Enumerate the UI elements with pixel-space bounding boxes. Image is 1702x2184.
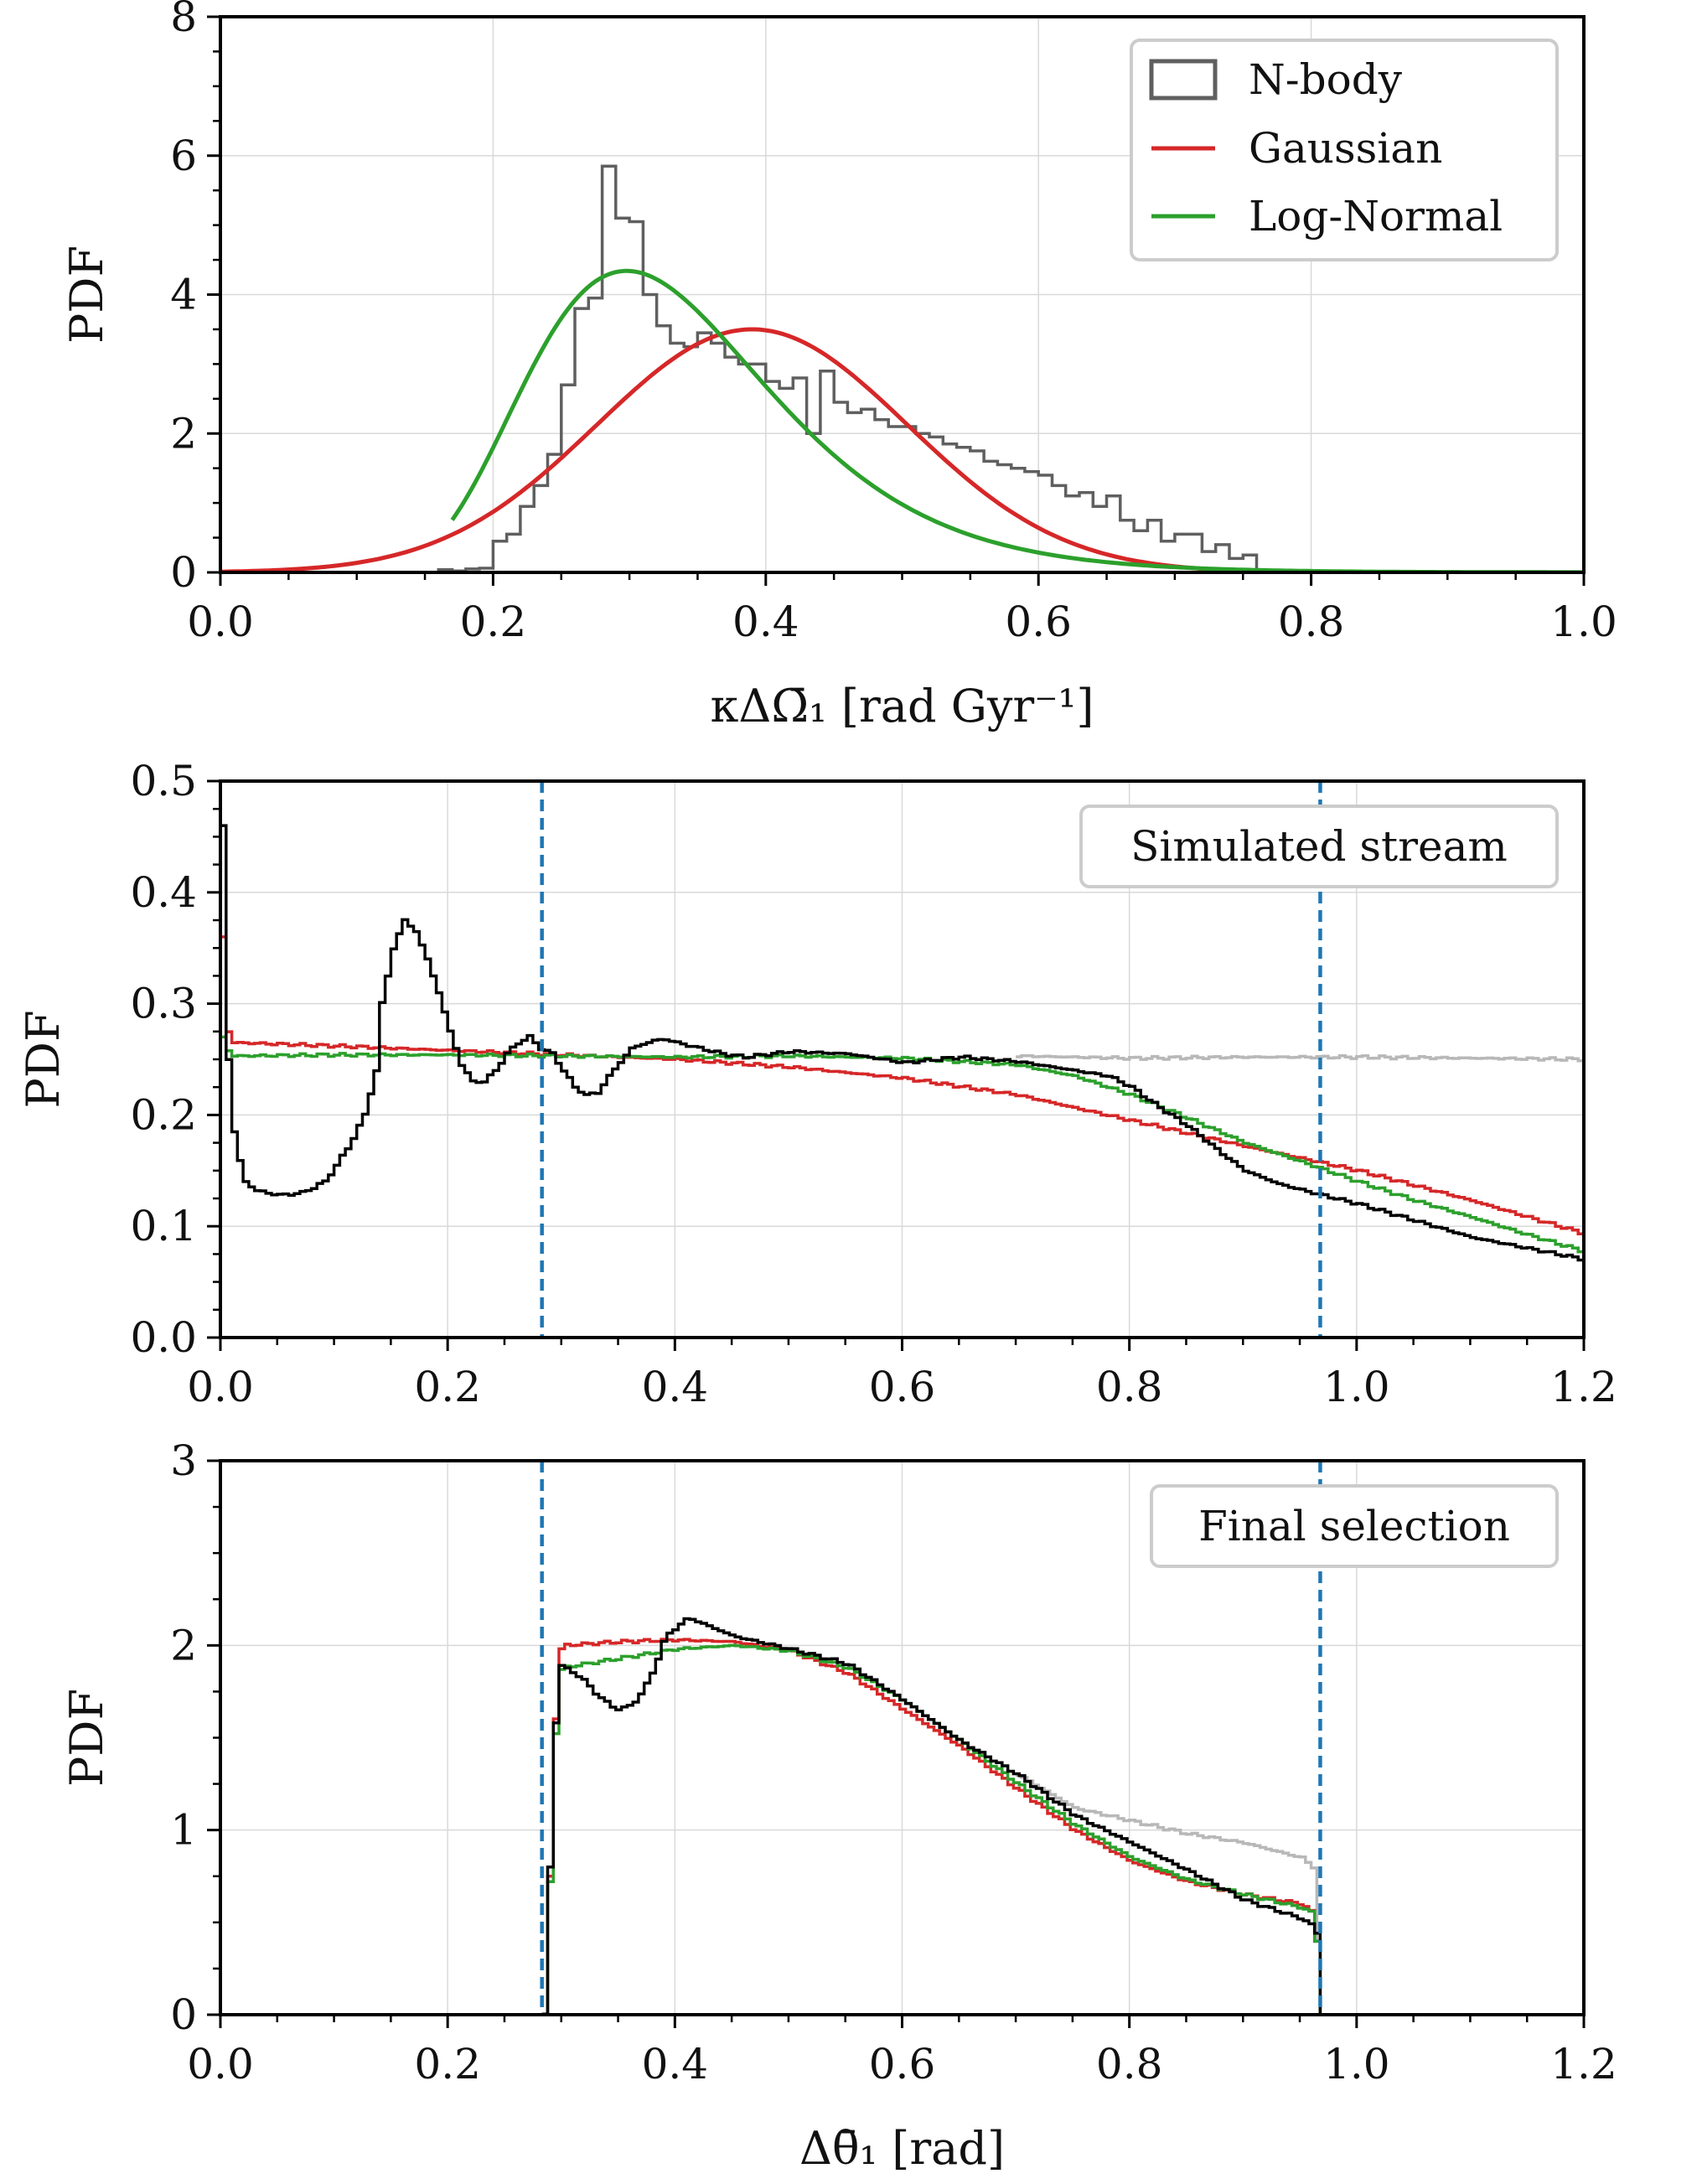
y-tick-label: 2 <box>170 409 197 458</box>
plot-area <box>220 824 1584 1262</box>
annotation: Simulated stream <box>1079 805 1559 888</box>
legend-entry: Log-Normal <box>1249 192 1503 241</box>
gaussian-curve <box>220 327 1584 572</box>
x-tick-label: 1.0 <box>1550 598 1617 646</box>
y-tick-label: 2 <box>170 1621 197 1669</box>
x-axis-label: Δθ̄₁ [rad] <box>799 2122 1005 2175</box>
series-red-bottom <box>541 1638 1322 2015</box>
series-green-middle <box>220 1035 1584 1254</box>
y-tick-label: 0 <box>170 1990 197 2039</box>
plot-area <box>541 1617 1322 2015</box>
lognormal-curve <box>450 268 1581 572</box>
legend-entry: N-body <box>1249 55 1403 104</box>
panel-middle: 0.0 0.2 0.4 0.6 0.8 1.0 1.2 0.0 0.1 0.2 0.3 0.4 0.5 P… <box>17 757 1617 1411</box>
y-tick-label: 6 <box>170 132 197 180</box>
ticks: 0.0 0.2 0.4 0.6 0.8 1.0 1.2 0.0 0.1 0.2 0.3 0.4 0.5 <box>130 757 1617 1411</box>
x-tick-label: 0.8 <box>1096 2040 1163 2088</box>
legend-entry: Gaussian <box>1249 124 1442 173</box>
x-tick-label: 0.2 <box>414 2040 481 2088</box>
y-axis-label: PDF <box>17 1010 70 1108</box>
annotation-box <box>1150 1484 1559 1568</box>
x-tick-label: 1.2 <box>1550 2040 1617 2088</box>
x-tick-label: 0.4 <box>642 2040 709 2088</box>
y-tick-label: 0.1 <box>130 1202 197 1250</box>
x-tick-label: 1.2 <box>1550 1363 1617 1411</box>
x-tick-label: 1.0 <box>1323 1363 1390 1411</box>
series-gray-middle <box>1016 1053 1584 1063</box>
y-axis-label: PDF <box>60 246 113 344</box>
nbody-histogram <box>437 164 1259 572</box>
x-tick-label: 0.8 <box>1278 598 1345 646</box>
annotation: Final selection <box>1150 1484 1559 1568</box>
y-tick-label: 4 <box>170 271 197 319</box>
panel-bottom: 0.0 0.2 0.4 0.6 0.8 1.0 1.2 0 1 2 3 PDF Δθ̄₁ [rad] Fi… <box>60 1436 1617 2175</box>
annotation-text: Final selection <box>1198 1502 1510 1550</box>
legend-box <box>1130 39 1559 261</box>
panel-top: 0.0 0.2 0.4 0.6 0.8 1.0 0 2 4 6 8 PDF κΔΩ̄₁ [rad Gyr… <box>60 0 1617 732</box>
series-red-middle <box>220 935 1584 1236</box>
legend: N-body Gaussian Log-Normal <box>1130 39 1559 261</box>
x-tick-label: 0.4 <box>642 1363 709 1411</box>
x-tick-label: 0.6 <box>869 2040 936 2088</box>
y-tick-label: 0.5 <box>130 757 197 805</box>
ticks: 0.0 0.2 0.4 0.6 0.8 1.0 1.2 0 1 2 3 <box>170 1436 1617 2088</box>
x-tick-label: 0.0 <box>187 598 254 646</box>
x-tick-label: 1.0 <box>1323 2040 1390 2088</box>
y-tick-label: 1 <box>170 1806 197 1855</box>
y-tick-label: 0 <box>170 548 197 597</box>
x-tick-label: 0.6 <box>1005 598 1072 646</box>
x-tick-label: 0.4 <box>732 598 799 646</box>
y-axis-label: PDF <box>60 1689 113 1787</box>
y-tick-label: 8 <box>170 0 197 41</box>
annotation-box <box>1079 805 1559 888</box>
ticks: 0.0 0.2 0.4 0.6 0.8 1.0 0 2 4 6 8 <box>170 0 1617 646</box>
x-tick-label: 0.6 <box>869 1363 936 1411</box>
x-tick-label: 0.8 <box>1096 1363 1163 1411</box>
y-tick-label: 0.3 <box>130 980 197 1028</box>
x-tick-label: 0.2 <box>414 1363 481 1411</box>
series-black-bottom <box>541 1617 1322 2015</box>
y-tick-label: 0.0 <box>130 1313 197 1362</box>
series-black-middle <box>220 824 1584 1262</box>
annotation-text: Simulated stream <box>1130 822 1508 871</box>
series-gray-bottom <box>1016 1773 1319 1941</box>
x-tick-label: 0.2 <box>460 598 527 646</box>
y-tick-label: 3 <box>170 1436 197 1485</box>
y-tick-label: 0.4 <box>130 868 197 917</box>
legend-swatch-nbody <box>1149 59 1218 101</box>
x-tick-label: 0.0 <box>187 1363 254 1411</box>
x-tick-label: 0.0 <box>187 2040 254 2088</box>
y-tick-label: 0.2 <box>130 1090 197 1139</box>
x-axis-label: κΔΩ̄₁ [rad Gyr⁻¹] <box>711 680 1094 732</box>
